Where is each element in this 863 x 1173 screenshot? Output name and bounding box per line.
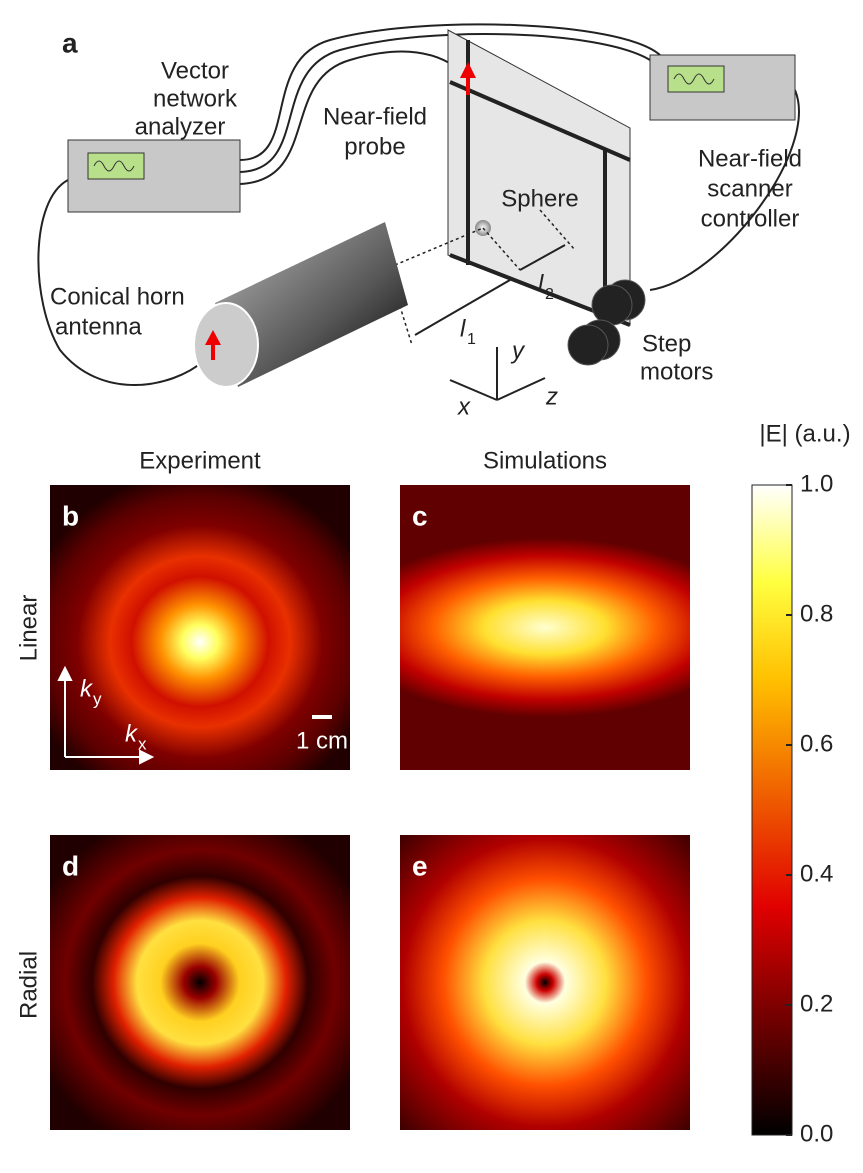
panel-letter: b (62, 500, 79, 531)
panel-letter: d (62, 850, 79, 881)
label: l (460, 315, 466, 342)
label: 2 (545, 286, 554, 303)
label: network (153, 85, 238, 112)
label: Sphere (501, 185, 578, 212)
label: Step (642, 330, 691, 357)
colorbar-tick-label: 0.8 (800, 600, 833, 627)
colorbar-tick-label: 0.0 (800, 1120, 833, 1147)
label: l (538, 270, 544, 297)
label: Conical horn (50, 283, 185, 310)
column-title: Simulations (483, 447, 607, 474)
label: Near-field (323, 103, 427, 130)
label: antenna (55, 313, 142, 340)
axis-label: k (125, 720, 139, 747)
axis-label: z (545, 383, 558, 410)
colorbar-tick-label: 0.6 (800, 730, 833, 757)
screen (668, 66, 724, 92)
axis-label: k (80, 675, 94, 702)
colorbar-title: |E| (a.u.) (759, 420, 850, 447)
axis-label: x (138, 734, 147, 753)
row-title: Radial (15, 951, 42, 1019)
horn-face (194, 303, 258, 387)
field-map (400, 835, 690, 1130)
colorbar (752, 485, 792, 1135)
panel-letter: a (62, 27, 78, 58)
axis-label: y (93, 689, 102, 708)
colorbar-tick-label: 0.4 (800, 860, 833, 887)
axis-label: x (457, 393, 471, 420)
panel-letter: e (412, 850, 428, 881)
label: analyzer (135, 113, 226, 140)
screen (88, 153, 144, 179)
scale-bar (312, 715, 332, 719)
figure: a Vector network analyzer Near-field sca… (0, 0, 863, 1173)
panel-letter: c (412, 500, 428, 531)
coord-axes (450, 347, 545, 400)
label: 1 (467, 331, 476, 348)
label: probe (344, 133, 405, 160)
label: motors (640, 358, 713, 385)
column-title: Experiment (139, 447, 261, 474)
axis-label: y (510, 337, 526, 364)
label: Near-field (698, 145, 802, 172)
colorbar-tick-label: 0.2 (800, 990, 833, 1017)
field-map (50, 835, 350, 1130)
colorbar-tick-label: 1.0 (800, 470, 833, 497)
field-map (400, 485, 690, 770)
label: Vector (161, 57, 229, 84)
label: scanner (707, 175, 792, 202)
label: controller (701, 205, 800, 232)
scale-label: 1 cm (296, 727, 348, 754)
row-title: Linear (15, 595, 42, 662)
colorbar-ticks: 0.0 0.2 0.4 0.6 0.8 1.0 (786, 470, 833, 1147)
